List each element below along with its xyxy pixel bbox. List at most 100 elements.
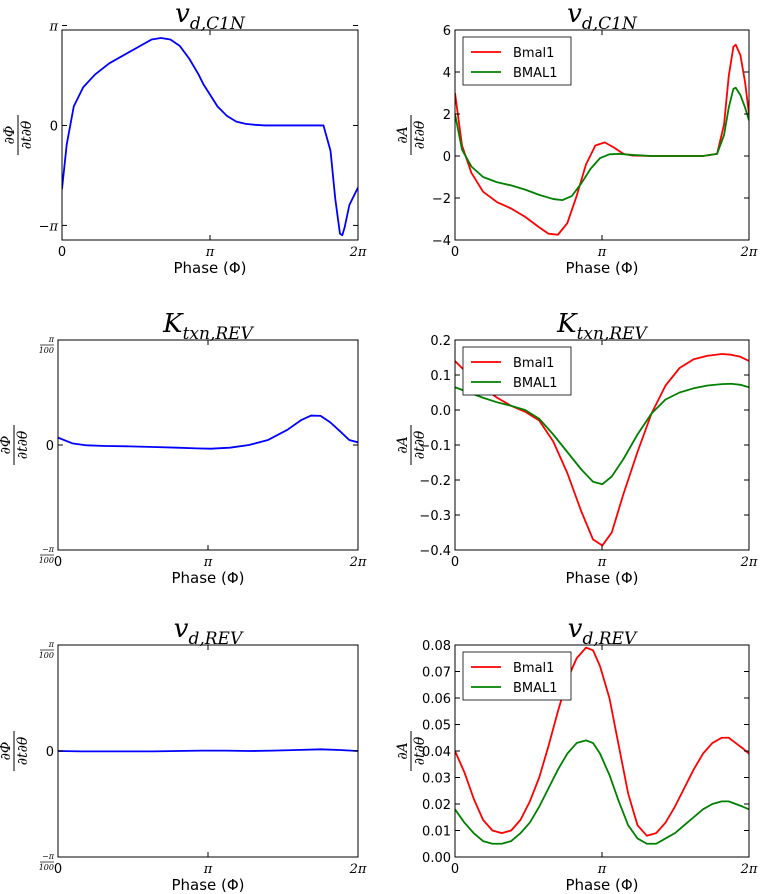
tick-denominator: 100 xyxy=(39,863,54,872)
x-tick-label: 0 xyxy=(451,555,459,570)
y-tick-label: π 100 xyxy=(39,640,55,660)
chart-title: vd,C1N xyxy=(175,0,246,34)
chart-title: vd,C1N xyxy=(567,0,638,34)
series-line-phase xyxy=(58,414,358,450)
y-label-denominator: ∂t∂θ xyxy=(15,430,31,459)
legend-label-bmal1: BMAL1 xyxy=(513,681,558,696)
y-tick-label: 0 xyxy=(46,439,54,454)
tick-denominator: 100 xyxy=(39,556,54,565)
y-tick-label: −π xyxy=(39,219,59,234)
y-label-denominator: ∂t∂θ xyxy=(15,736,31,765)
chart-title: vd,REV xyxy=(174,614,244,649)
series-line-phase xyxy=(62,37,358,237)
y-tick-label: 0 xyxy=(46,745,54,760)
series-line-bmal1 xyxy=(455,86,749,201)
series-line-phase xyxy=(58,748,358,753)
y-tick-label: −π 100 xyxy=(39,852,55,872)
y-tick-label: 0.2 xyxy=(430,334,451,349)
x-tick-label: 0 xyxy=(54,555,62,570)
y-tick-label: 6 xyxy=(443,24,451,39)
legend-box xyxy=(462,36,572,86)
x-tick-label: π xyxy=(597,862,607,877)
x-tick-label: 2π xyxy=(740,245,758,260)
y-tick-label: −π 100 xyxy=(39,545,55,565)
y-tick-label: π 100 xyxy=(39,335,55,355)
y-axis-label: ∂Φ ∂t∂θ xyxy=(0,731,31,771)
y-axis-label: ∂A ∂t∂θ xyxy=(395,115,428,155)
y-tick-label: 0.1 xyxy=(430,369,451,384)
y-tick-label: −0.2 xyxy=(419,474,451,489)
y-tick-label: −0.4 xyxy=(419,544,451,559)
y-axis-label: ∂Φ ∂t∂θ xyxy=(0,425,31,465)
y-tick-label: 2 xyxy=(443,108,451,123)
y-tick-label: 0.04 xyxy=(422,745,451,760)
tick-denominator: 100 xyxy=(39,346,54,355)
y-tick-label: −4 xyxy=(432,234,451,249)
y-tick-label: π xyxy=(48,19,58,34)
series-line-bmal1 xyxy=(455,646,749,837)
x-tick-label: 2π xyxy=(740,862,758,877)
y-tick-label: 0.0 xyxy=(430,404,451,419)
y-tick-label: 0 xyxy=(443,150,451,165)
legend-label-bmal1: Bmal1 xyxy=(513,356,554,371)
x-tick-label: 0 xyxy=(451,862,459,877)
y-label-numerator: ∂Φ xyxy=(2,126,18,145)
x-tick-label: 0 xyxy=(58,245,66,260)
y-label-denominator: ∂t∂θ xyxy=(412,430,428,459)
axes-frame xyxy=(61,29,359,241)
legend-box xyxy=(462,651,572,701)
x-tick-label: π xyxy=(203,555,213,570)
chart-title: Ktxn,REV xyxy=(162,309,254,344)
chart-panel-6: vd,REV 0.08 0.07 0.06 0.05 0.04 0.03 0.02 0.01 0.… xyxy=(395,614,758,894)
y-tick-label: 0.05 xyxy=(422,719,451,734)
tick-numerator: −π xyxy=(42,852,55,861)
y-axis-label: ∂A ∂t∂θ xyxy=(395,731,428,771)
x-tick-label: 2π xyxy=(349,862,367,877)
x-axis-label: Phase (Φ) xyxy=(565,259,638,277)
y-tick-label: 4 xyxy=(443,66,451,81)
y-tick-label: −2 xyxy=(432,192,451,207)
series-line-bmal1 xyxy=(455,43,749,236)
series-line-bmal1 xyxy=(455,739,749,845)
x-tick-label: 0 xyxy=(451,245,459,260)
y-label-numerator: ∂Φ xyxy=(0,436,14,455)
x-tick-label: π xyxy=(597,555,607,570)
x-tick-label: π xyxy=(597,245,607,260)
x-tick-label: 0 xyxy=(54,862,62,877)
chart-panel-1: vd,C1N π 0 −π 0 π 2π Phase (Φ) ∂Φ ∂t∂θ xyxy=(2,0,367,277)
y-label-numerator: ∂A xyxy=(395,742,411,759)
y-tick-label: 0.07 xyxy=(422,666,451,681)
y-axis-label: ∂Φ ∂t∂θ xyxy=(2,115,35,155)
legend-label-bmal1: BMAL1 xyxy=(513,66,558,81)
x-axis-label: Phase (Φ) xyxy=(171,569,244,587)
y-label-denominator: ∂t∂θ xyxy=(412,736,428,765)
legend-box xyxy=(462,346,572,396)
y-tick-label: 0.03 xyxy=(422,772,451,787)
tick-denominator: 100 xyxy=(39,651,54,660)
x-tick-label: 2π xyxy=(349,245,367,260)
chart-title: vd,REV xyxy=(568,614,638,649)
y-tick-label: 0.06 xyxy=(422,692,451,707)
y-tick-label: 0.00 xyxy=(422,851,451,866)
y-tick-label: 0 xyxy=(50,119,58,134)
legend-label-bmal1: Bmal1 xyxy=(513,46,554,61)
legend: Bmal1 BMAL1 xyxy=(462,346,572,396)
tick-numerator: π xyxy=(48,640,55,649)
y-tick-label: 0.01 xyxy=(422,825,451,840)
tick-numerator: −π xyxy=(42,545,55,554)
y-label-numerator: ∂Φ xyxy=(0,742,14,761)
tick-numerator: π xyxy=(48,335,55,344)
y-label-numerator: ∂A xyxy=(395,126,411,143)
legend: Bmal1 BMAL1 xyxy=(462,36,572,86)
x-tick-label: 2π xyxy=(349,555,367,570)
x-tick-label: 2π xyxy=(740,555,758,570)
legend: Bmal1 BMAL1 xyxy=(462,651,572,701)
y-label-denominator: ∂t∂θ xyxy=(19,120,35,149)
y-tick-label: −0.1 xyxy=(419,439,451,454)
x-axis-label: Phase (Φ) xyxy=(565,569,638,587)
x-axis-label: Phase (Φ) xyxy=(565,876,638,894)
